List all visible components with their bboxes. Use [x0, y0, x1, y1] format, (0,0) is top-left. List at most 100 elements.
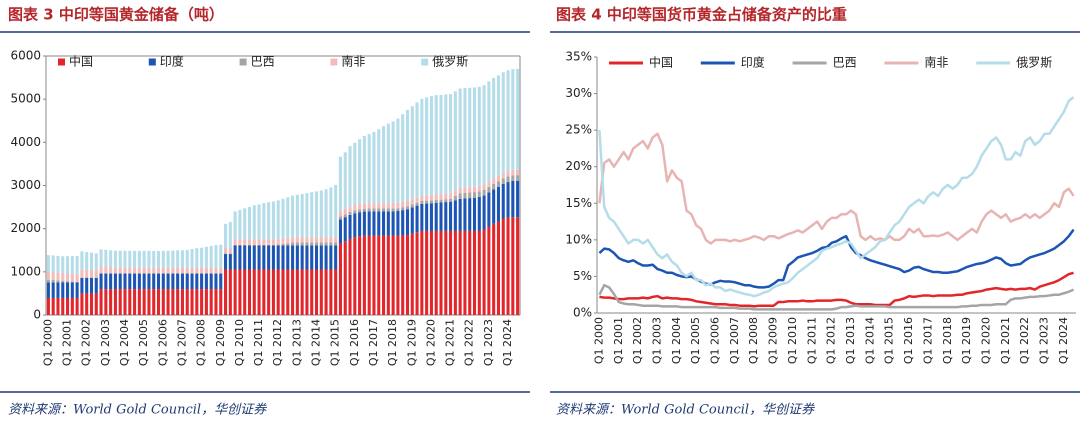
bar-segment — [396, 208, 400, 212]
bar-segment — [156, 250, 161, 268]
bar-segment — [118, 272, 122, 274]
bar-segment — [123, 267, 127, 273]
x-tick-label: Q1 2012 — [825, 317, 838, 364]
legend-swatch — [239, 58, 247, 66]
bar-segment — [362, 211, 366, 236]
bar-segment — [472, 186, 477, 193]
bar-segment — [310, 245, 314, 270]
bar-segment — [472, 230, 477, 315]
y-tick-label: 1000 — [10, 264, 41, 278]
bar-segment — [75, 282, 79, 298]
bar-segment — [477, 86, 481, 187]
y-tick-label: 4000 — [10, 135, 41, 149]
bar-segment — [180, 267, 184, 273]
bar-segment — [271, 244, 275, 246]
bar-segment — [372, 131, 376, 204]
bar-segment — [204, 267, 208, 273]
bar-segment — [209, 289, 213, 315]
bar-segment — [439, 94, 443, 195]
x-tick-label: Q1 2012 — [271, 319, 284, 366]
bar-segment — [353, 237, 357, 315]
bar-segment — [377, 208, 381, 212]
bar-segment — [166, 267, 170, 273]
x-tick-label: Q1 2023 — [482, 319, 495, 366]
bar-segment — [338, 243, 342, 315]
bar-segment — [113, 250, 117, 268]
x-tick-label: Q1 2016 — [902, 317, 915, 364]
bar-segment — [420, 195, 424, 201]
bar-segment — [70, 256, 74, 274]
bar-segment — [219, 272, 223, 274]
bar-segment — [257, 239, 261, 245]
bar-segment — [262, 244, 266, 246]
bar-segment — [372, 235, 376, 315]
bar-segment — [56, 297, 60, 315]
bar-segment — [382, 208, 386, 212]
bar-segment — [161, 273, 165, 290]
bar-segment — [228, 269, 232, 315]
bar-segment — [262, 239, 266, 245]
bar-segment — [161, 267, 165, 273]
bar-segment — [142, 250, 146, 268]
bar-segment — [458, 193, 462, 199]
bar-segment — [123, 289, 127, 315]
bar-segment — [444, 199, 448, 203]
bar-segment — [104, 249, 108, 267]
bar-segment — [99, 273, 103, 290]
bar-segment — [80, 293, 84, 315]
bar-segment — [501, 183, 505, 219]
bar-segment — [305, 245, 309, 270]
bar-segment — [85, 252, 89, 270]
bar-segment — [238, 239, 242, 245]
bar-segment — [137, 273, 141, 290]
bar-segment — [477, 186, 481, 192]
bar-segment — [219, 267, 223, 273]
bar-segment — [161, 289, 165, 315]
bar-segment — [209, 246, 213, 268]
bar-segment — [238, 210, 242, 240]
bar-segment — [171, 289, 175, 315]
bar-segment — [156, 267, 161, 273]
x-tick-label: Q1 2002 — [80, 319, 93, 366]
bar-segment — [386, 208, 390, 212]
bar-segment — [85, 293, 89, 315]
bar-segment — [382, 126, 386, 204]
legend-swatch — [148, 58, 156, 66]
bar-segment — [362, 208, 366, 212]
bar-segment — [142, 273, 146, 290]
bar-segment — [386, 203, 390, 209]
x-tick-label: Q1 2015 — [883, 317, 896, 364]
bar-segment — [286, 197, 290, 238]
bar-segment — [362, 203, 366, 209]
x-tick-label: Q1 2011 — [805, 317, 818, 364]
bar-segment — [113, 267, 117, 273]
bar-segment — [195, 289, 199, 315]
bar-segment — [185, 272, 189, 274]
bar-segment — [391, 235, 395, 315]
bar-segment — [281, 243, 285, 246]
bar-segment — [482, 189, 486, 196]
bar-segment — [329, 269, 333, 315]
bar-segment — [214, 272, 218, 274]
bar-segment — [46, 297, 50, 315]
bar-segment — [281, 198, 285, 239]
bar-segment — [281, 238, 285, 244]
bar-segment — [329, 245, 333, 270]
bar-segment — [133, 273, 137, 290]
bar-segment — [348, 146, 352, 207]
bar-segment — [209, 267, 213, 273]
bar-segment — [463, 198, 467, 231]
bar-segment — [94, 253, 98, 271]
bar-segment — [109, 289, 113, 315]
bar-segment — [51, 282, 55, 298]
bar-segment — [190, 272, 194, 274]
bar-segment — [133, 289, 137, 315]
bar-segment — [156, 273, 161, 290]
bar-segment — [156, 289, 161, 315]
bar-segment — [487, 81, 491, 182]
bar-segment — [137, 289, 141, 315]
line-series — [599, 271, 1074, 308]
bar-segment — [137, 272, 141, 274]
bar-segment — [166, 272, 170, 274]
